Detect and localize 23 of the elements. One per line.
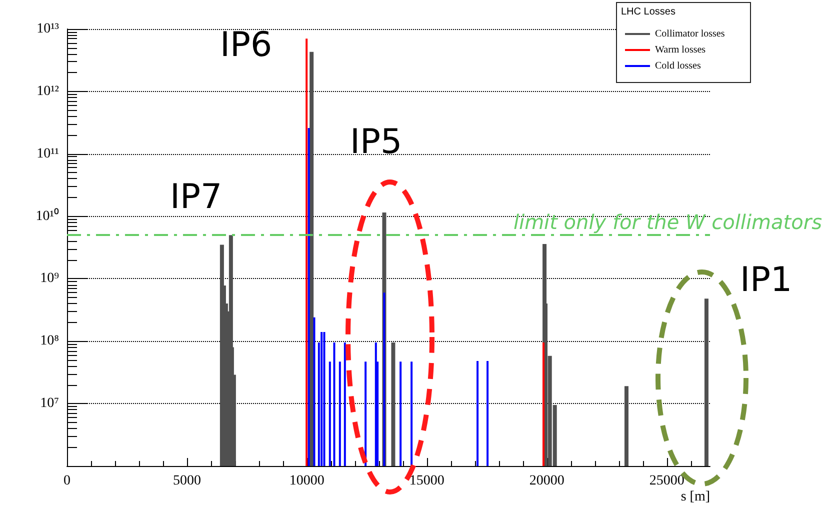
x-tick-label: 20000 — [529, 474, 564, 488]
x-tick-label: 10000 — [289, 474, 324, 488]
legend-label: Cold losses — [655, 60, 701, 72]
legend-label: Warm losses — [655, 44, 706, 56]
x-tick-label: 0 — [64, 474, 70, 488]
y-tick-label: 10¹² — [36, 84, 59, 99]
legend-title: LHC Losses — [621, 6, 676, 18]
y-tick-label: 10⁹ — [40, 271, 60, 286]
y-tick-label: 10¹³ — [36, 22, 59, 36]
legend-label: Collimator losses — [655, 28, 725, 40]
y-tick-label: 10⁸ — [40, 334, 60, 349]
x-axis-title: s [m] — [680, 490, 710, 504]
annotation: IP7 — [170, 177, 222, 217]
annotation: IP6 — [220, 25, 272, 65]
x-tick-label: 5000 — [172, 474, 201, 488]
y-tick-label: 10⁷ — [40, 396, 60, 412]
annotation: IP5 — [350, 122, 402, 162]
x-tick-label: 25000 — [649, 474, 684, 488]
text: IP1 — [740, 260, 792, 300]
y-tick-label: 10¹¹ — [36, 146, 59, 162]
ref-line-label: limit only for the W collimators — [513, 210, 822, 234]
y-tick-label: 10¹⁰ — [36, 208, 59, 224]
x-tick-label: 15000 — [409, 474, 444, 488]
